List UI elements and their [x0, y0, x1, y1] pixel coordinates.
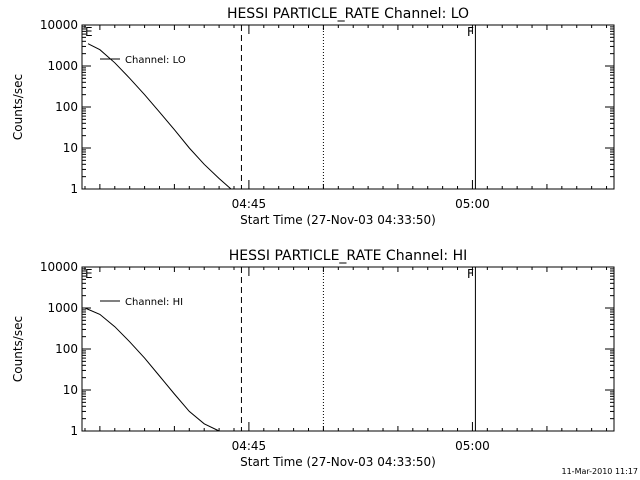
y-tick-label: 10000 — [40, 260, 78, 274]
y-tick-label: 1 — [70, 424, 78, 438]
plot-timestamp: 11-Mar-2010 11:17 — [562, 467, 639, 476]
y-tick-label: 1000 — [47, 301, 78, 315]
y-axis-label: Counts/sec — [11, 316, 25, 382]
legend-label: Channel: LO — [125, 55, 186, 66]
series-line — [87, 43, 232, 190]
hi-channel-chart: HESSI PARTICLE_RATE Channel: HI Counts/se… — [11, 248, 615, 469]
y-axis-label: Counts/sec — [11, 74, 25, 140]
series-line — [84, 307, 220, 432]
y-tick-label: 1 — [70, 182, 78, 196]
chart-title: HESSI PARTICLE_RATE Channel: HI — [229, 248, 467, 264]
legend-label: Channel: HI — [125, 297, 183, 308]
lo-channel-chart: HESSI PARTICLE_RATE Channel: LO Counts/se… — [11, 6, 615, 227]
event-marker-label: E — [85, 25, 93, 39]
y-tick-label: 10000 — [40, 18, 78, 32]
x-tick-label: 05:00 — [455, 197, 490, 211]
plot-frame — [81, 266, 615, 432]
chart-title: HESSI PARTICLE_RATE Channel: LO — [227, 6, 469, 22]
y-tick-label: 10 — [63, 383, 78, 397]
y-tick-label: 10 — [63, 141, 78, 155]
y-tick-label: 1000 — [47, 59, 78, 73]
y-tick-label: 100 — [55, 342, 78, 356]
event-marker-label: E — [85, 267, 93, 281]
event-marker-label: F — [467, 267, 474, 281]
plot-frame — [81, 24, 615, 190]
x-tick-label: 04:45 — [232, 439, 267, 453]
x-axis-label: Start Time (27-Nov-03 04:33:50) — [240, 213, 436, 227]
x-tick-label: 05:00 — [455, 439, 490, 453]
event-marker-label: F — [467, 25, 474, 39]
x-axis-label: Start Time (27-Nov-03 04:33:50) — [240, 455, 436, 469]
y-tick-label: 100 — [55, 100, 78, 114]
x-tick-label: 04:45 — [232, 197, 267, 211]
